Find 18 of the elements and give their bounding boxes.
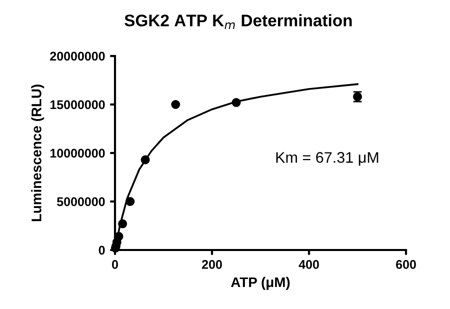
annotation: Km = 67.31 μM	[276, 152, 378, 166]
x-axis-title: ATP (μM)	[231, 276, 290, 290]
y-tick-label: 10000000	[50, 148, 105, 158]
x-tick-label: 200	[202, 260, 222, 269]
y-tick-label: 20000000	[50, 52, 105, 61]
x-tick-label: 400	[298, 260, 319, 269]
x-tick-label: 600	[396, 260, 416, 269]
point	[140, 155, 150, 164]
y-tick-label: 5000000	[57, 197, 105, 206]
x-tick-label: 0	[112, 260, 118, 269]
chart-title: SGK2 ATP K$_{m}$ Determination	[124, 14, 352, 29]
y-tick-label: 0	[98, 246, 105, 255]
point	[232, 98, 241, 108]
y-tick-label: 15000000	[50, 100, 105, 110]
point	[171, 100, 180, 109]
y-axis-title: Luminescence (RLU)	[31, 84, 44, 222]
point	[126, 197, 135, 206]
point	[118, 219, 128, 228]
